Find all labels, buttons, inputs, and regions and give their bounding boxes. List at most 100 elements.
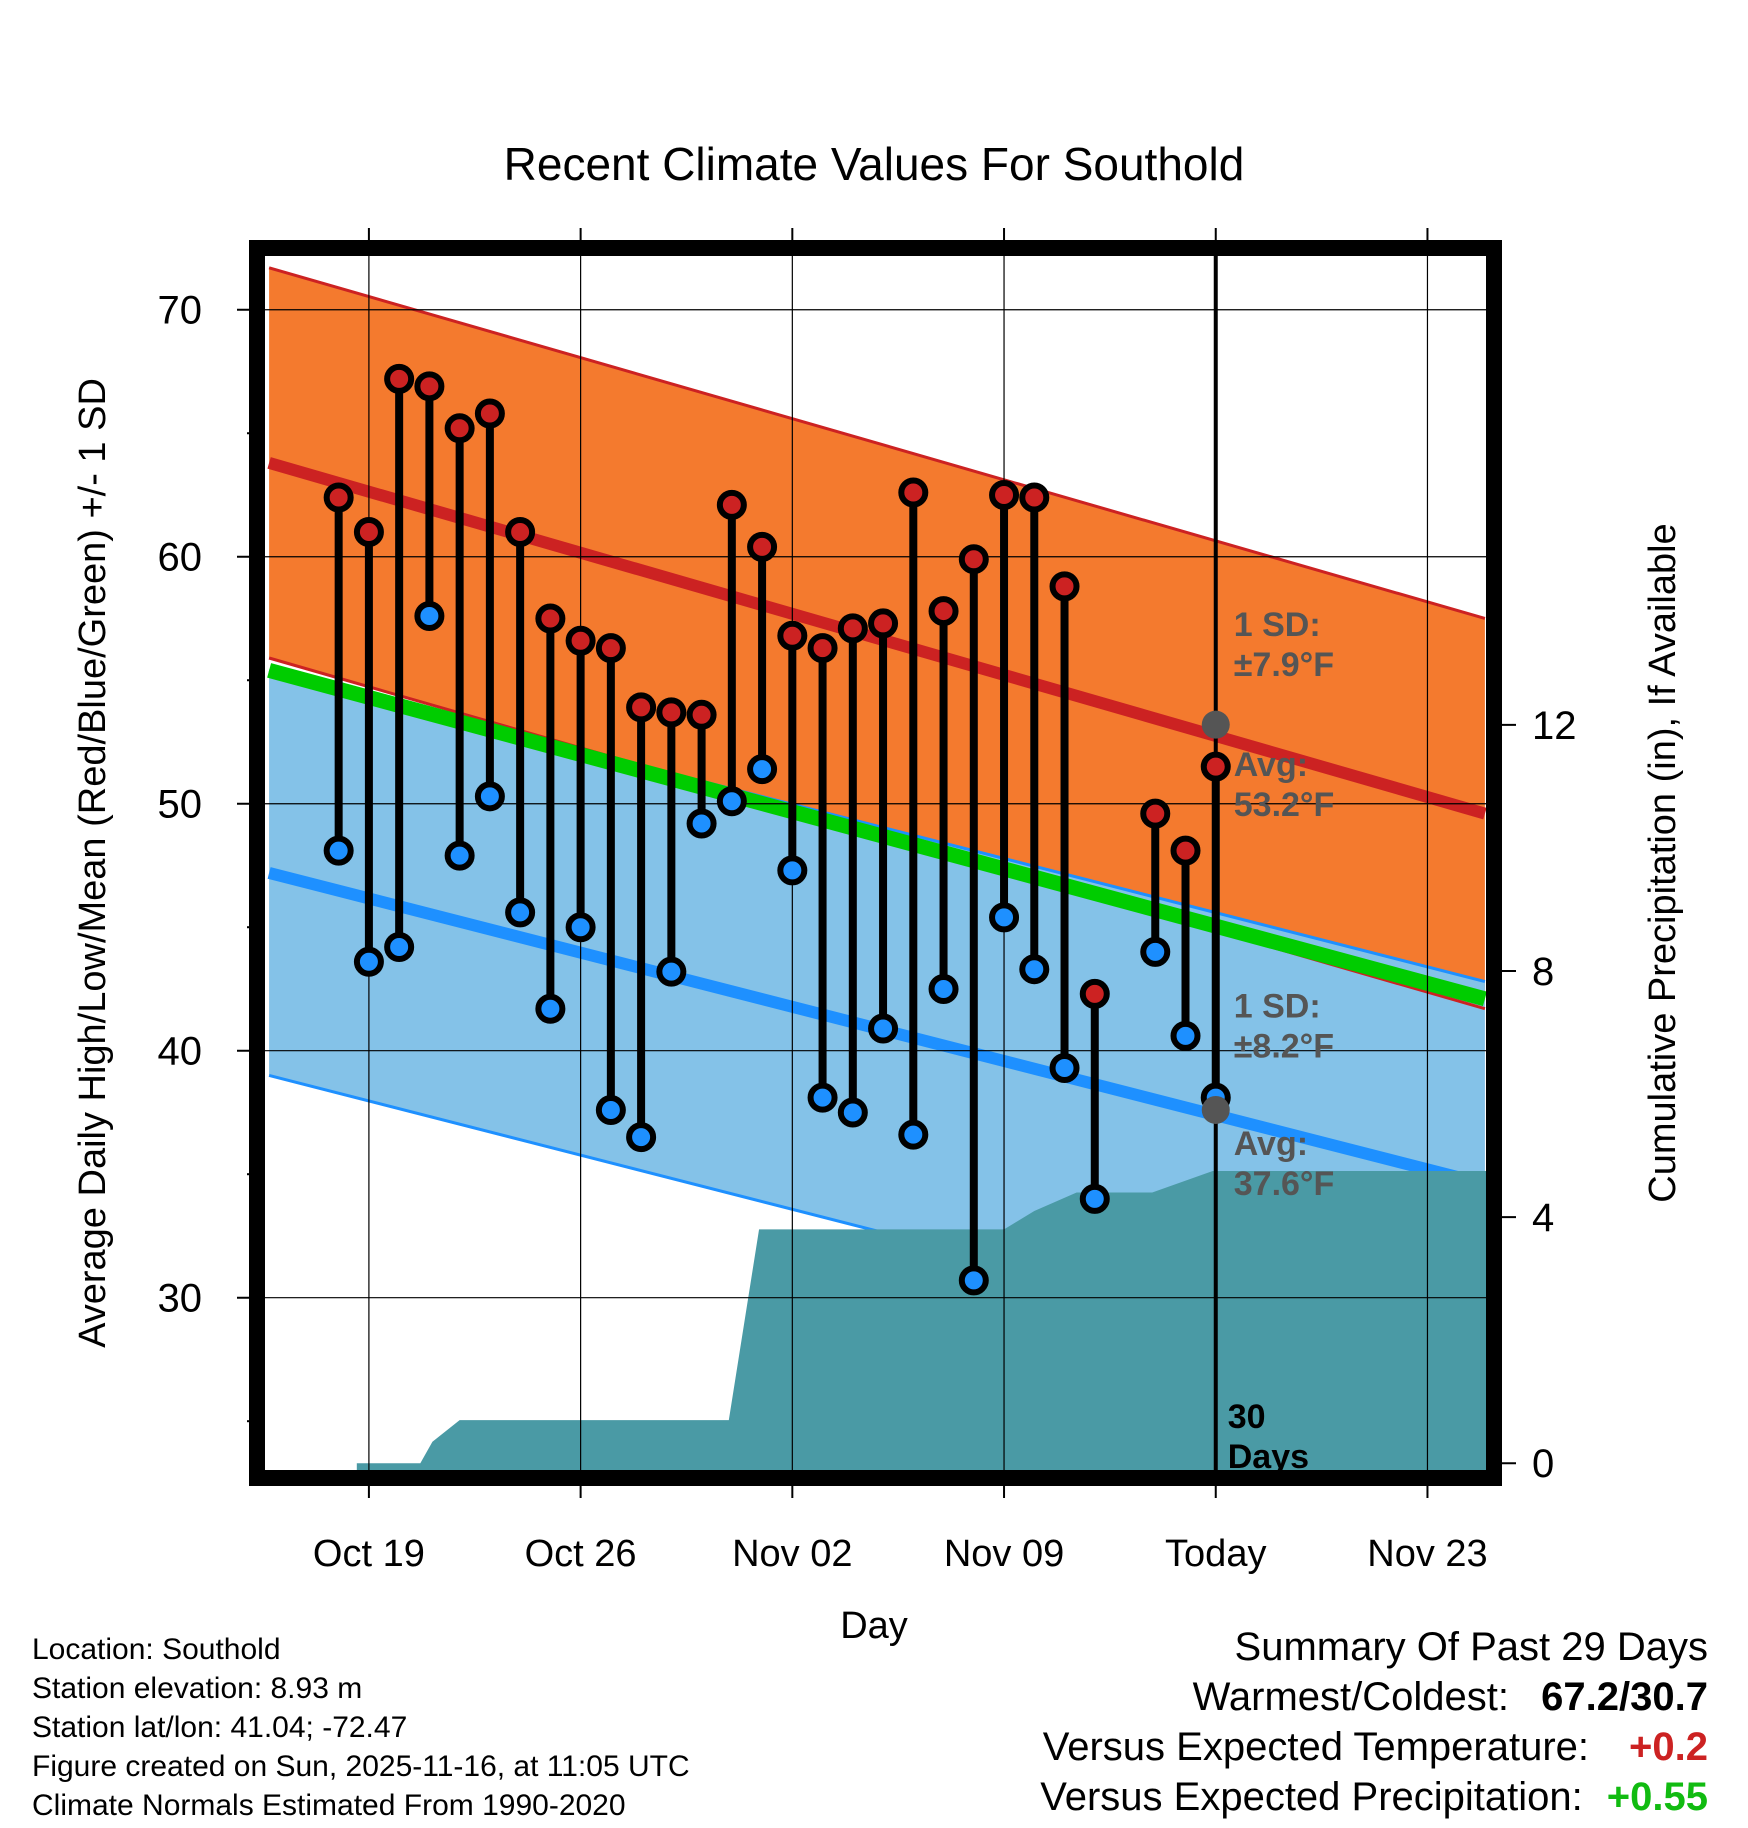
daily-high-point — [1049, 571, 1080, 602]
daily-high-point — [384, 363, 415, 394]
annotation-line: ±8.2°F — [1234, 1028, 1334, 1066]
daily-high-point — [535, 603, 566, 634]
annotation-line: ±7.9°F — [1234, 646, 1334, 684]
x-axis-label: Day — [840, 1605, 908, 1647]
daily-low-point — [353, 946, 384, 977]
daily-low-point — [989, 902, 1020, 933]
daily-low-point — [323, 835, 354, 866]
daily-low-point — [384, 931, 415, 962]
daily-low-point — [747, 754, 778, 785]
station-info: Location: Southold Station elevation: 8.… — [32, 1630, 690, 1825]
annotation-line: Avg: — [1234, 1125, 1308, 1163]
warmest-coldest-row: Warmest/Coldest: 67.2/30.7 — [1040, 1672, 1708, 1722]
annotation-line: 37.6°F — [1234, 1165, 1335, 1203]
daily-low-point — [1049, 1053, 1080, 1083]
precip-anomaly-row: Versus Expected Precipitation: +0.55 — [1040, 1772, 1708, 1822]
daily-high-point — [656, 697, 687, 728]
x-tick-label: Today — [1165, 1533, 1266, 1575]
daily-low-point — [716, 786, 747, 817]
x-tick-label: Nov 02 — [732, 1533, 852, 1575]
precip-anomaly-value: +0.55 — [1606, 1775, 1708, 1819]
daily-high-point — [777, 620, 808, 651]
daily-high-point — [958, 544, 989, 575]
daily-low-point — [656, 956, 687, 987]
y2-tick-label: 0 — [1532, 1442, 1554, 1486]
y-tick-label: 30 — [158, 1277, 203, 1321]
high-sd-upper-line — [268, 266, 1486, 620]
daily-high-point — [716, 489, 747, 520]
elevation-text: Station elevation: 8.93 m — [32, 1672, 363, 1705]
today-avg-marker — [1201, 1095, 1230, 1124]
annotation-line: 1 SD: — [1234, 988, 1321, 1026]
mean-normal-line — [267, 663, 1487, 1007]
today-days-label: 30 Days — [1228, 1398, 1309, 1476]
daily-high-point — [898, 477, 929, 508]
daily-low-point — [595, 1094, 626, 1125]
daily-low-point — [1079, 1183, 1110, 1214]
daily-high-point — [1140, 798, 1171, 829]
plot-frame — [249, 240, 1502, 1486]
daily-low-point — [1019, 954, 1050, 985]
daily-low-point — [1140, 936, 1171, 967]
daily-low-point — [958, 1265, 989, 1296]
today-avg-marker — [1201, 710, 1230, 739]
daily-low-point — [928, 973, 959, 1004]
y-tick-label: 60 — [158, 536, 203, 580]
daily-high-point — [505, 517, 536, 548]
daily-high-point — [444, 413, 475, 444]
daily-high-point — [565, 625, 596, 656]
annotation-line: 53.2°F — [1234, 786, 1335, 824]
daily-low-point — [626, 1122, 657, 1153]
daily-high-point — [747, 531, 778, 562]
daily-high-point — [1019, 482, 1050, 513]
daily-high-point — [1079, 978, 1110, 1009]
daily-high-point — [595, 633, 626, 664]
normals-text: Climate Normals Estimated From 1990-2020 — [32, 1789, 626, 1822]
daily-high-point — [323, 482, 354, 513]
location-text: Location: Southold — [32, 1633, 281, 1666]
x-tick-label: Nov 23 — [1367, 1533, 1487, 1575]
daily-high-point — [414, 371, 445, 402]
y-axis-label: Average Daily High/Low/Mean (Red/Blue/Gr… — [72, 378, 114, 1348]
summary-title: Summary Of Past 29 Days — [1234, 1625, 1708, 1669]
sd-annotation: 1 SD: ±8.2°F — [1234, 988, 1334, 1066]
axes: 30 40 50 60 70 0 4 8 12 Oct 19 Oct 26 Nov 02 Nov 09 T… — [158, 228, 1577, 1575]
temp-anomaly-label: Versus Expected Temperature: — [1042, 1725, 1589, 1769]
daily-low-point — [474, 781, 505, 812]
today-label-line: 30 — [1228, 1398, 1266, 1436]
latlon-text: Station lat/lon: 41.04; -72.47 — [32, 1711, 408, 1744]
daily-low-point — [444, 840, 475, 871]
daily-low-point — [1170, 1020, 1201, 1051]
daily-low-point — [807, 1082, 838, 1113]
daily-low-point — [505, 897, 536, 928]
daily-low-point — [565, 912, 596, 943]
sd-annotation: Avg: 53.2°F — [1234, 746, 1335, 824]
daily-high-point — [837, 613, 868, 644]
daily-low-point — [837, 1097, 868, 1128]
daily-low-point — [777, 855, 808, 886]
x-tick-label: Oct 19 — [313, 1533, 425, 1575]
daily-high-point — [686, 699, 717, 730]
warmest-coldest-label: Warmest/Coldest: — [1192, 1675, 1509, 1719]
daily-high-point — [474, 398, 505, 429]
temp-anomaly-row: Versus Expected Temperature: +0.2 — [1040, 1722, 1708, 1772]
temp-anomaly-value: +0.2 — [1629, 1725, 1708, 1769]
y-tick-label: 70 — [158, 289, 203, 333]
today-label-line: Days — [1228, 1438, 1309, 1476]
daily-high-point — [1200, 751, 1231, 782]
y2-tick-label: 4 — [1532, 1196, 1554, 1240]
daily-low-point — [414, 601, 445, 632]
summary-panel: Summary Of Past 29 Days Warmest/Coldest:… — [1040, 1622, 1708, 1822]
annotation-line: Avg: — [1234, 746, 1308, 784]
precip-area — [356, 1170, 1488, 1478]
high-normal-line — [267, 457, 1487, 820]
daily-high-point — [868, 608, 899, 639]
daily-high-point — [807, 633, 838, 664]
daily-high-point — [626, 692, 657, 723]
x-tick-label: Nov 09 — [944, 1533, 1064, 1575]
warmest-coldest-value: 67.2/30.7 — [1541, 1675, 1708, 1719]
created-text: Figure created on Sun, 2025-11-16, at 11… — [32, 1750, 690, 1783]
daily-high-point — [1170, 835, 1201, 866]
annotation-line: 1 SD: — [1234, 606, 1321, 644]
